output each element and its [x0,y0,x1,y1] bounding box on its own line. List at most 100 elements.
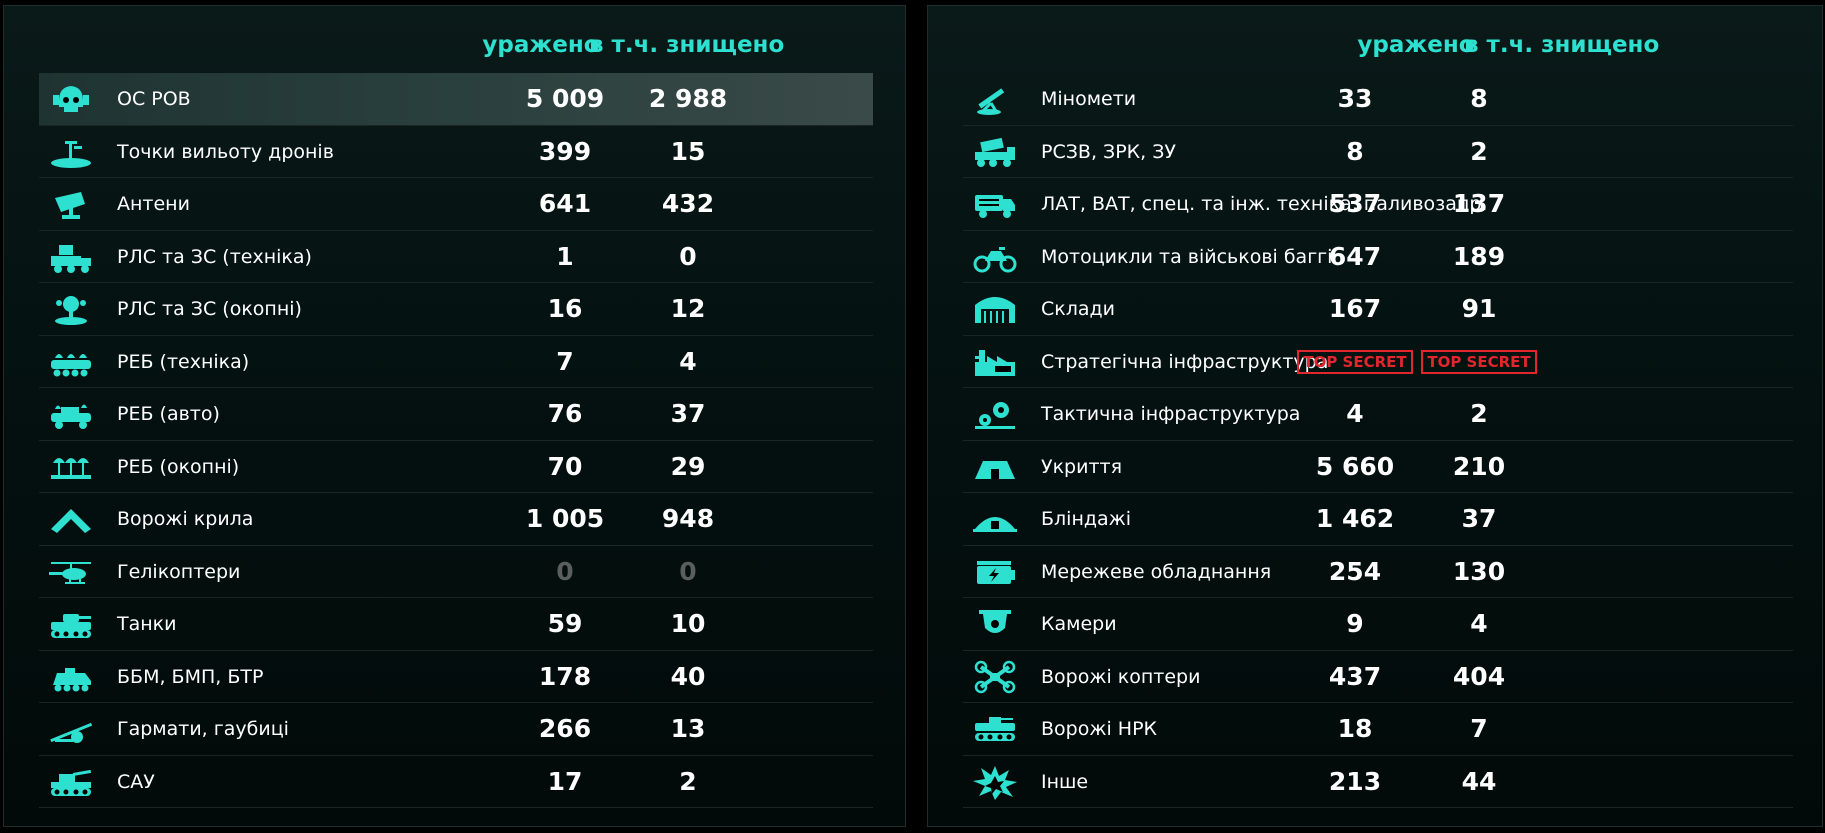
destroyed-count: 91 [1461,294,1497,323]
howitzer-icon [47,711,95,747]
stats-row: ОС РОВ 5 009 2 988 [39,73,873,126]
hit-count: 213 [1328,766,1382,796]
camera-icon [971,606,1019,642]
stats-row: РЛС та ЗС (техніка) 1 0 [39,231,873,283]
destroyed-count: 2 [1470,136,1488,166]
stats-row: Склади 167 91 [963,283,1793,336]
hit-count: 4 [1346,399,1364,428]
hit-count: 70 [547,451,583,481]
row-label: САУ [117,770,155,793]
wing-icon [47,501,95,537]
tank-icon [47,606,95,642]
radar-trench-icon [47,291,95,327]
row-label: Укриття [1041,455,1123,478]
warehouse-icon [971,291,1019,327]
hit-count: 178 [538,661,592,691]
left-column-headers: уражено в т.ч. знищено [4,32,907,66]
row-label: Мережеве обладнання [1041,560,1272,583]
destroyed-count: 4 [679,346,697,376]
top-secret-stamp: TOP SECRET [1419,349,1539,374]
radar-truck-icon [47,239,95,275]
destroyed-count: 137 [1452,189,1506,218]
destroyed-count: 29 [670,451,706,481]
row-label: Тактична інфраструктура [1041,403,1301,425]
row-label: РЕБ (техніка) [117,350,250,373]
hit-count: 1 [556,241,574,271]
stats-row: Камери 9 4 [963,598,1793,651]
ugv-icon [971,711,1019,747]
destroyed-count: 2 [679,766,697,796]
stats-row: РЕБ (авто) 76 37 [39,388,873,441]
hit-count: 7 [556,346,574,376]
row-label: Антени [117,193,190,215]
hit-count: 254 [1328,556,1382,586]
hit-count: 9 [1346,609,1364,638]
destroyed-count: 4 [1470,609,1488,638]
destroyed-count: 10 [670,609,706,638]
row-label: Мотоцикли та військові баггі [1041,245,1333,268]
hit-count: 1 005 [525,504,605,533]
destroyed-count: 8 [1470,84,1488,113]
row-label: ЛАТ, ВАТ, спец. та інж. техніка, паливоз… [1041,193,1488,215]
factory-icon [971,344,1019,380]
header-destroyed: в т.ч. знищено [1464,32,1660,58]
hit-count: 641 [538,189,592,218]
mortar-icon [971,81,1019,117]
stats-row: САУ 17 2 [39,756,873,808]
header-destroyed: в т.ч. знищено [589,32,785,58]
stats-row: РЕБ (окопні) 70 29 [39,441,873,493]
antenna-dish-icon [47,186,95,222]
network-device-icon [971,554,1019,590]
stats-row: Точки вильоту дронів 399 15 [39,126,873,178]
stats-row: РЕБ (техніка) 7 4 [39,336,873,388]
destroyed-count: 404 [1452,661,1506,691]
destroyed-count: 2 988 [648,84,728,113]
hit-count: 76 [547,399,583,428]
motorcycle-icon [971,239,1019,275]
skull-helmet-icon [47,81,95,117]
hit-count: 5 009 [525,84,605,113]
destroyed-count: 0 [679,241,697,271]
stats-row: Бліндажі 1 462 37 [963,493,1793,546]
row-label: ОС РОВ [117,88,191,110]
stats-row: РЛС та ЗС (окопні) 16 12 [39,283,873,336]
quadcopter-icon [971,659,1019,695]
destroyed-count: 7 [1470,714,1488,743]
row-label: Ворожі крила [117,508,254,530]
destroyed-count: 0 [679,556,697,586]
row-label: РЛС та ЗС (окопні) [117,298,302,320]
stats-row: Ворожі НРК 18 7 [963,703,1793,756]
hit-count: 16 [547,294,583,323]
hit-count: 537 [1328,189,1382,218]
ew-trench-icon [47,449,95,485]
stats-row: ЛАТ, ВАТ, спец. та інж. техніка, паливоз… [963,178,1793,231]
hit-count: 437 [1328,661,1382,691]
hit-count: 17 [547,766,583,796]
destroyed-count: 189 [1452,241,1506,271]
dugout-icon [971,501,1019,537]
stats-row: Укриття 5 660 210 [963,441,1793,493]
destroyed-count: 2 [1470,399,1488,428]
row-label: Міномети [1041,88,1137,110]
left-stats-list: ОС РОВ 5 009 2 988 Точки вильоту дронів 399 1… [39,73,873,808]
stats-row: Гармати, гаубиці 266 13 [39,703,873,756]
destroyed-count: 44 [1461,766,1497,796]
hit-count: 167 [1328,294,1382,323]
row-label: Гармати, гаубиці [117,718,289,740]
mlrs-icon [971,134,1019,170]
hit-count: 59 [547,609,583,638]
row-label: РЕБ (окопні) [117,455,240,478]
stats-row: Інше 213 44 [963,756,1793,808]
hit-count: 647 [1328,241,1382,271]
hit-count: 33 [1337,84,1373,113]
stats-row: Стратегічна інфраструктура TOP SECRET TOP … [963,336,1793,388]
destroyed-count: 37 [670,399,706,428]
destroyed-count: 210 [1452,451,1506,481]
top-secret-text: TOP SECRET [1421,349,1537,374]
stats-row: РСЗВ, ЗРК, ЗУ 8 2 [963,126,1793,178]
row-label: Ворожі НРК [1041,718,1158,740]
destroyed-count: 40 [670,661,706,691]
row-label: Гелікоптери [117,560,241,583]
hit-count: 1 462 [1315,504,1395,533]
row-label: Точки вильоту дронів [117,140,334,163]
